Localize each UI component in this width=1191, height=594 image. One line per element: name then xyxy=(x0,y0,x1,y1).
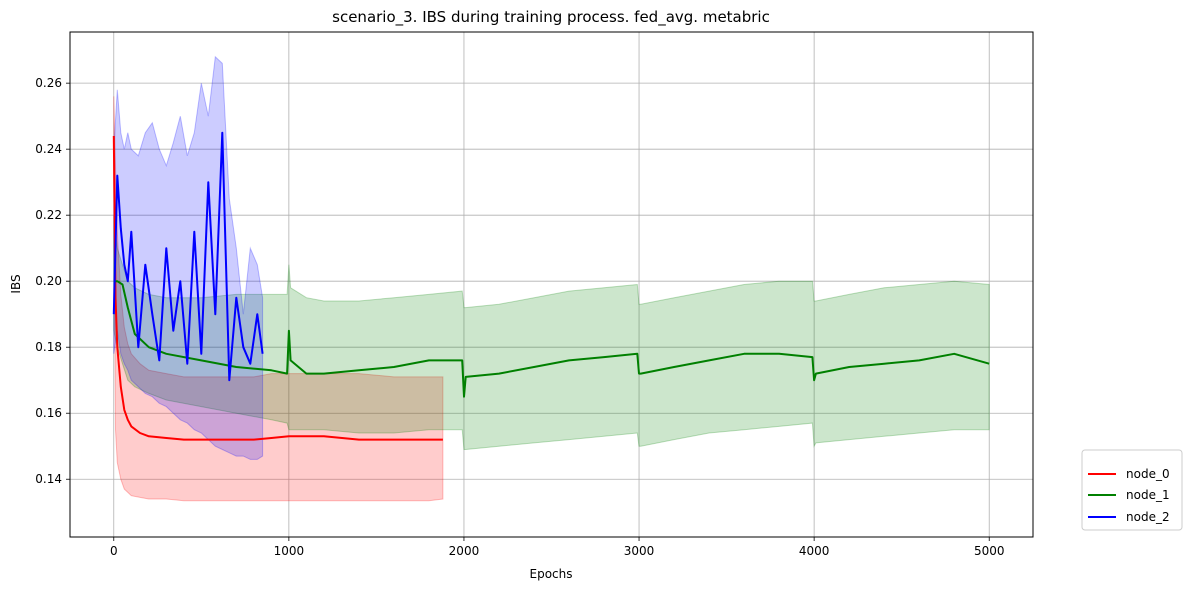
legend-label-node-0: node_0 xyxy=(1126,467,1170,481)
x-tick-label: 0 xyxy=(110,544,118,558)
y-tick-label: 0.26 xyxy=(35,76,62,90)
y-tick-label: 0.24 xyxy=(35,142,62,156)
y-tick-label: 0.16 xyxy=(35,406,62,420)
y-tick-label: 0.14 xyxy=(35,472,62,486)
grid-layer xyxy=(70,32,1033,537)
line-node-0 xyxy=(112,135,443,441)
legend: node_0 node_1 node_2 xyxy=(1081,449,1183,531)
legend-label-node-2: node_2 xyxy=(1126,510,1170,524)
legend-box xyxy=(1081,449,1183,531)
chart-title: scenario_3. IBS during training process.… xyxy=(332,8,770,27)
line-node-1 xyxy=(113,280,990,398)
legend-label-node-1: node_1 xyxy=(1126,488,1170,502)
x-tick-label: 2000 xyxy=(449,544,480,558)
band-node-2 xyxy=(113,55,264,460)
y-axis-label: IBS xyxy=(9,274,23,293)
x-tick-label: 5000 xyxy=(974,544,1005,558)
y-tick-label: 0.18 xyxy=(35,340,62,354)
line-node-2 xyxy=(112,131,264,382)
plot-frame xyxy=(69,31,1034,538)
x-tick-label: 1000 xyxy=(274,544,305,558)
confidence-bands xyxy=(113,55,990,502)
y-tick-label: 0.22 xyxy=(35,208,62,222)
y-tick-label: 0.20 xyxy=(35,274,62,288)
band-node-0 xyxy=(113,96,444,502)
axis-ticks: 0 1000 2000 3000 4000 5000 0.14 0.16 0.18 0.20 0.2… xyxy=(35,76,1004,558)
x-axis-label: Epochs xyxy=(530,567,573,581)
x-tick-label: 3000 xyxy=(624,544,655,558)
x-tick-label: 4000 xyxy=(799,544,830,558)
band-node-1 xyxy=(113,215,990,450)
series-lines xyxy=(112,131,990,441)
